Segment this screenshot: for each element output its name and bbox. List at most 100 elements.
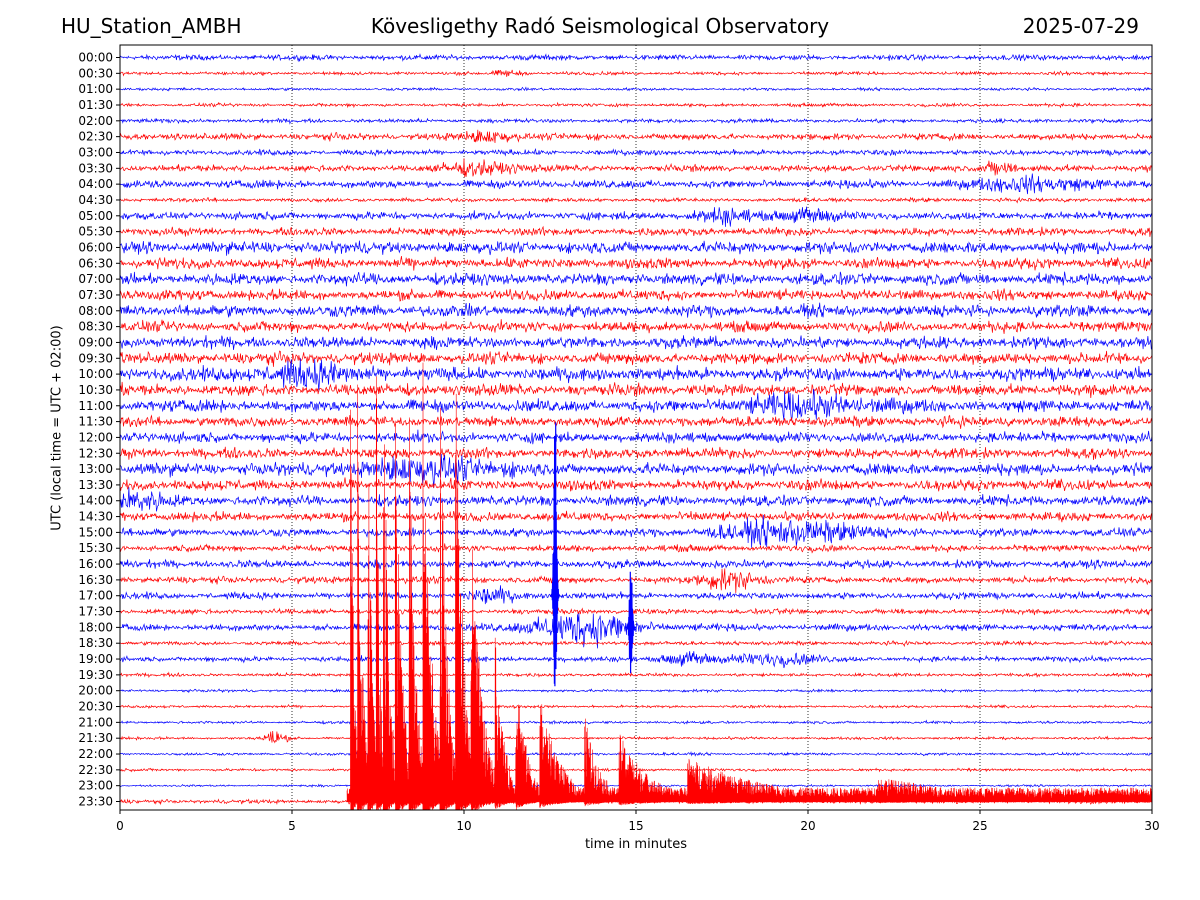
y-tick-label: 08:00 [78, 304, 113, 318]
y-tick-label: 15:00 [78, 525, 113, 539]
y-tick-label: 14:30 [78, 510, 113, 524]
y-tick-label: 16:30 [78, 573, 113, 587]
y-tick-label: 15:30 [78, 541, 113, 555]
y-tick-label: 14:00 [78, 494, 113, 508]
trace-0830 [120, 319, 1152, 334]
y-tick-label: 09:00 [78, 335, 113, 349]
y-tick-label: 03:30 [78, 161, 113, 175]
y-tick-label: 10:00 [78, 367, 113, 381]
trace-2000 [120, 688, 1152, 694]
y-tick-label: 18:00 [78, 620, 113, 634]
x-tick-label: 10 [456, 819, 471, 833]
y-tick-label: 01:00 [78, 82, 113, 96]
trace-1600 [120, 558, 1152, 571]
trace-1430 [120, 510, 1152, 523]
trace-1900 [120, 651, 1152, 669]
y-tick-label: 00:30 [78, 66, 113, 80]
y-tick-label: 08:30 [78, 320, 113, 334]
y-tick-label: 11:00 [78, 399, 113, 413]
trace-2100 [120, 719, 1152, 725]
y-tick-label: 17:30 [78, 605, 113, 619]
y-tick-label: 13:00 [78, 462, 113, 476]
y-tick-label: 16:00 [78, 557, 113, 571]
trace-0700 [120, 271, 1152, 287]
y-tick-label: 20:30 [78, 700, 113, 714]
spike-1 [625, 571, 636, 674]
trace-1400 [120, 487, 1152, 512]
trace-1500 [120, 514, 1152, 548]
trace-0430 [120, 196, 1152, 204]
trace-0230 [120, 129, 1152, 144]
y-tick-label: 02:00 [78, 114, 113, 128]
y-tick-label: 12:30 [78, 446, 113, 460]
y-tick-label: 21:30 [78, 731, 113, 745]
trace-1130 [120, 414, 1152, 429]
x-tick-label: 25 [972, 819, 987, 833]
trace-1100 [120, 388, 1152, 421]
trace-0400 [120, 173, 1152, 195]
trace-0600 [120, 240, 1152, 256]
y-tick-label: 09:30 [78, 351, 113, 365]
trace-1930 [120, 671, 1152, 679]
trace-1830 [120, 639, 1152, 648]
y-tick-label: 07:00 [78, 272, 113, 286]
trace-1200 [120, 429, 1152, 445]
y-tick-label: 03:00 [78, 145, 113, 159]
trace-2200 [120, 751, 1152, 757]
trace-0730 [120, 288, 1152, 302]
y-tick-label: 01:30 [78, 98, 113, 112]
spike-0 [549, 422, 561, 687]
trace-layer [120, 53, 1152, 810]
swarm-trace [346, 362, 1152, 810]
y-tick-label: 23:00 [78, 779, 113, 793]
trace-2030 [120, 703, 1152, 710]
trace-1330 [120, 477, 1152, 493]
x-tick-label: 5 [288, 819, 296, 833]
trace-1300 [120, 453, 1152, 489]
x-tick-label: 0 [116, 819, 124, 833]
y-tick-label: 19:00 [78, 652, 113, 666]
trace-1030 [120, 381, 1152, 399]
y-tick-label: 19:30 [78, 668, 113, 682]
y-tick-label: 07:30 [78, 288, 113, 302]
trace-1630 [120, 568, 1152, 594]
trace-1230 [120, 446, 1152, 460]
y-tick-label: 05:30 [78, 225, 113, 239]
x-axis-label: time in minutes [584, 837, 688, 852]
x-tick-label: 30 [1144, 819, 1159, 833]
trace-0800 [120, 302, 1152, 319]
trace-0100 [120, 86, 1152, 92]
trace-0630 [120, 255, 1152, 271]
date-label: 2025-07-29 [1022, 14, 1139, 38]
station-name: HU_Station_AMBH [61, 14, 242, 38]
trace-1700 [120, 585, 1152, 605]
y-tick-label: 00:00 [78, 51, 113, 65]
observatory-title: Kövesligethy Radó Seismological Observat… [370, 14, 830, 38]
y-tick-label: 17:00 [78, 589, 113, 603]
y-tick-label: 10:30 [78, 383, 113, 397]
y-tick-label: 12:00 [78, 430, 113, 444]
trace-0200 [120, 117, 1152, 125]
x-axis: 0 5 10 15 20 25 30 [116, 810, 1160, 833]
y-axis-label: UTC (local time = UTC + 02:00) [49, 325, 65, 531]
y-tick-label: 23:30 [78, 795, 113, 809]
y-tick-label: 02:30 [78, 130, 113, 144]
trace-0500 [120, 206, 1152, 227]
y-tick-label: 21:00 [78, 715, 113, 729]
trace-0900 [120, 335, 1152, 350]
trace-1800 [120, 613, 1152, 649]
trace-0330 [120, 158, 1152, 178]
y-tick-label: 11:30 [78, 415, 113, 429]
y-tick-label: 04:30 [78, 193, 113, 207]
y-tick-label: 22:00 [78, 747, 113, 761]
trace-0930 [120, 350, 1152, 367]
y-tick-label: 06:30 [78, 256, 113, 270]
trace-1730 [120, 607, 1152, 616]
y-tick-label: 06:00 [78, 240, 113, 254]
y-tick-label: 20:00 [78, 684, 113, 698]
trace-0130 [120, 101, 1152, 109]
trace-0000 [120, 53, 1152, 63]
trace-0300 [120, 148, 1152, 157]
y-tick-label: 18:30 [78, 636, 113, 650]
